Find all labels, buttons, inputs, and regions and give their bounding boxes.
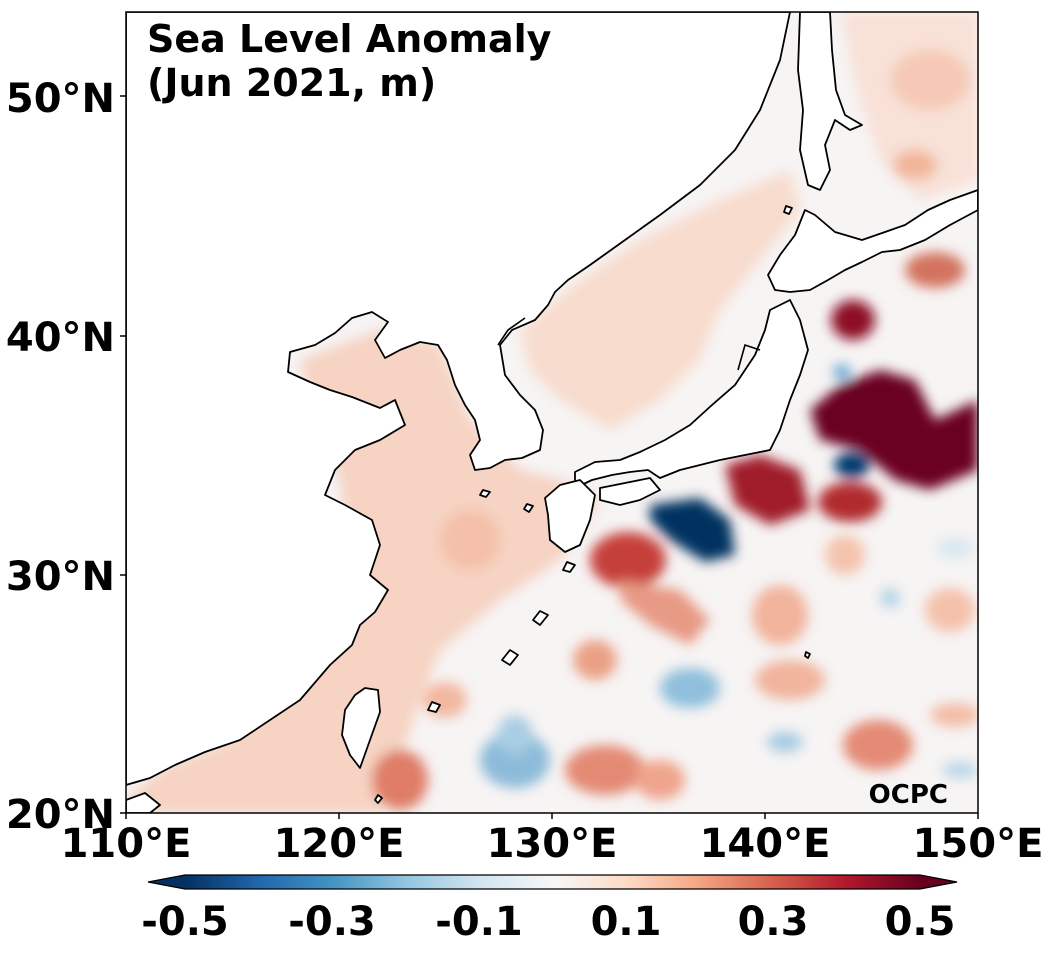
lon-label-120e: 120°E bbox=[274, 821, 405, 867]
colorbar-gradient bbox=[185, 875, 920, 889]
lon-label-150e: 150°E bbox=[913, 821, 1044, 867]
mainland-asia bbox=[126, 12, 791, 786]
lat-label-40n: 40°N bbox=[6, 315, 115, 361]
ocpc-watermark: OCPC bbox=[869, 780, 948, 810]
honshu-island bbox=[574, 299, 809, 489]
colorbar-tick-neg03: -0.3 bbox=[288, 899, 375, 945]
colorbar-tick-neg01: -0.1 bbox=[435, 899, 522, 945]
lon-label-130e: 130°E bbox=[487, 821, 618, 867]
lat-label-50n: 50°N bbox=[6, 76, 115, 122]
taiwan-island bbox=[341, 687, 381, 769]
colorbar-extend-left bbox=[148, 875, 185, 889]
lat-label-20n: 20°N bbox=[6, 792, 115, 838]
kyushu-island bbox=[544, 479, 596, 553]
longitude-axis: 110°E 120°E 130°E 140°E 150°E bbox=[61, 813, 1044, 867]
lon-label-110e: 110°E bbox=[61, 821, 192, 867]
colorbar-tick-05: 0.5 bbox=[885, 899, 956, 945]
map-panel: OCPC Sea Level Anomaly (Jun 2021, m) bbox=[126, 12, 978, 813]
lon-label-140e: 140°E bbox=[700, 821, 831, 867]
colorbar: -0.5 -0.3 -0.1 0.1 0.3 0.5 bbox=[141, 874, 958, 945]
colorbar-tick-03: 0.3 bbox=[738, 899, 809, 945]
shikoku-island bbox=[599, 477, 661, 506]
land bbox=[126, 12, 978, 813]
latitude-axis: 50°N 40°N 30°N 20°N bbox=[6, 76, 126, 838]
map-title-line2: (Jun 2021, m) bbox=[147, 61, 436, 105]
hokkaido-island bbox=[767, 189, 978, 293]
coastline-details bbox=[497, 317, 761, 371]
sakhalin-island bbox=[797, 12, 863, 191]
map-title-line1: Sea Level Anomaly bbox=[147, 17, 552, 61]
lat-label-30n: 30°N bbox=[6, 554, 115, 600]
colorbar-tick-neg05: -0.5 bbox=[141, 899, 228, 945]
colorbar-tick-01: 0.1 bbox=[591, 899, 662, 945]
colorbar-extend-right bbox=[920, 875, 957, 889]
